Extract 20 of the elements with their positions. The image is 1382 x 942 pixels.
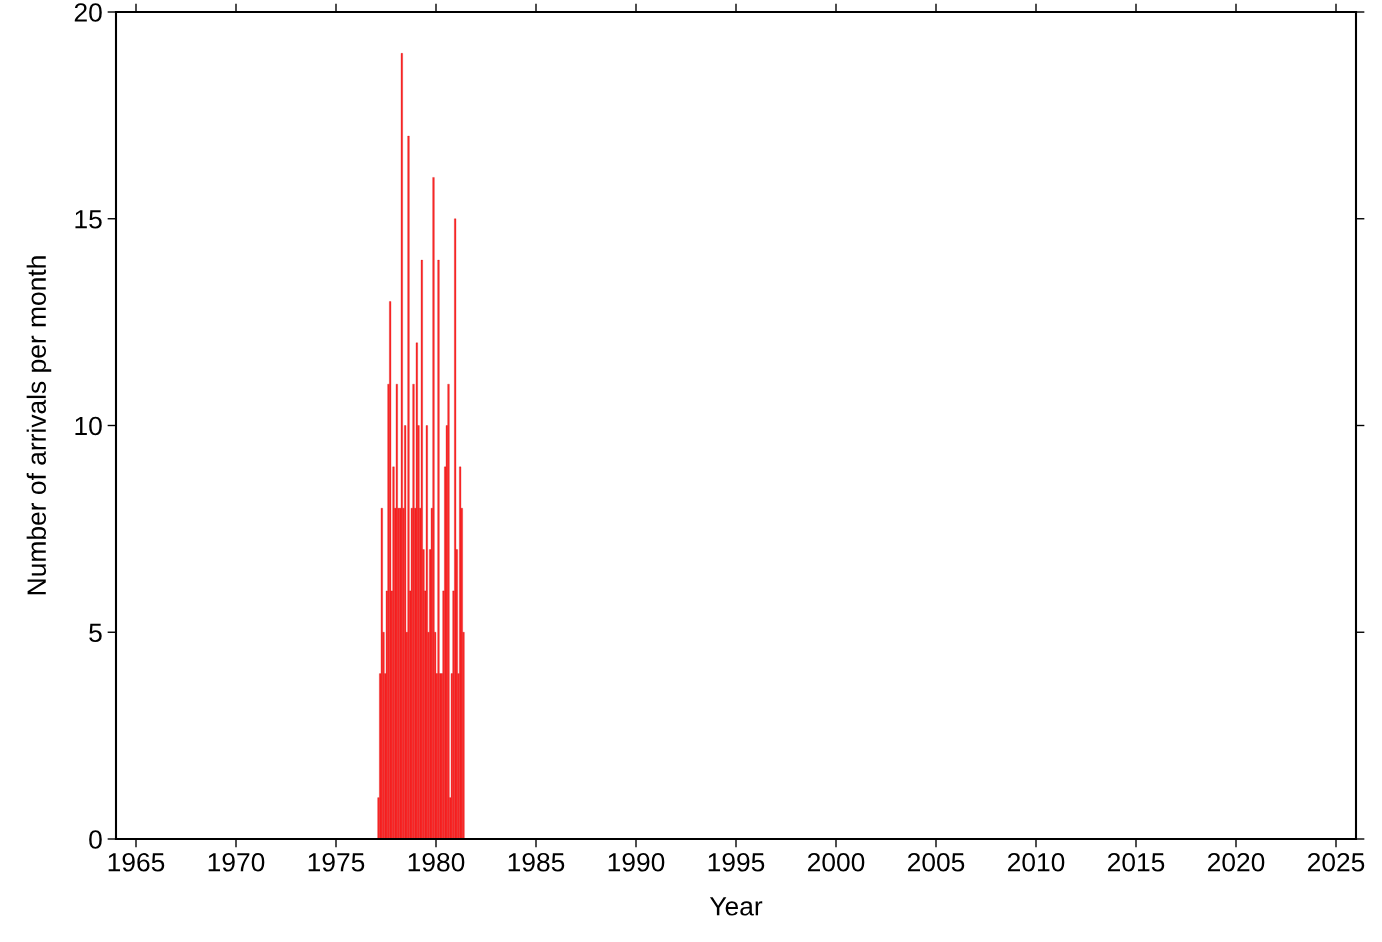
y-tick-label: 0 [89,830,102,849]
x-tick-label: 2015 [1107,852,1165,872]
y-axis-title: Number of arrivals per month [26,256,52,595]
x-tick-label: 1995 [708,852,765,872]
y-tick-label: 10 [75,416,102,436]
y-tick-label: 5 [89,623,102,643]
x-tick-label: 1965 [108,852,165,872]
x-tick-label: 2020 [1207,852,1265,872]
y-tick-label: 15 [75,210,102,229]
y-tick-label: 20 [74,3,102,22]
x-tick-label: 1990 [608,852,665,872]
x-tick-label: 1970 [208,852,265,872]
x-tick-label: 1980 [408,852,465,872]
x-tick-label: 1975 [308,852,365,872]
x-tick-label: 2025 [1307,852,1365,872]
x-tick-label: 1985 [508,852,565,872]
x-tick-label: 2010 [1007,852,1065,872]
x-tick-label: 2000 [807,852,865,872]
x-axis-title: Year [709,897,763,916]
x-tick-label: 2005 [907,852,965,872]
